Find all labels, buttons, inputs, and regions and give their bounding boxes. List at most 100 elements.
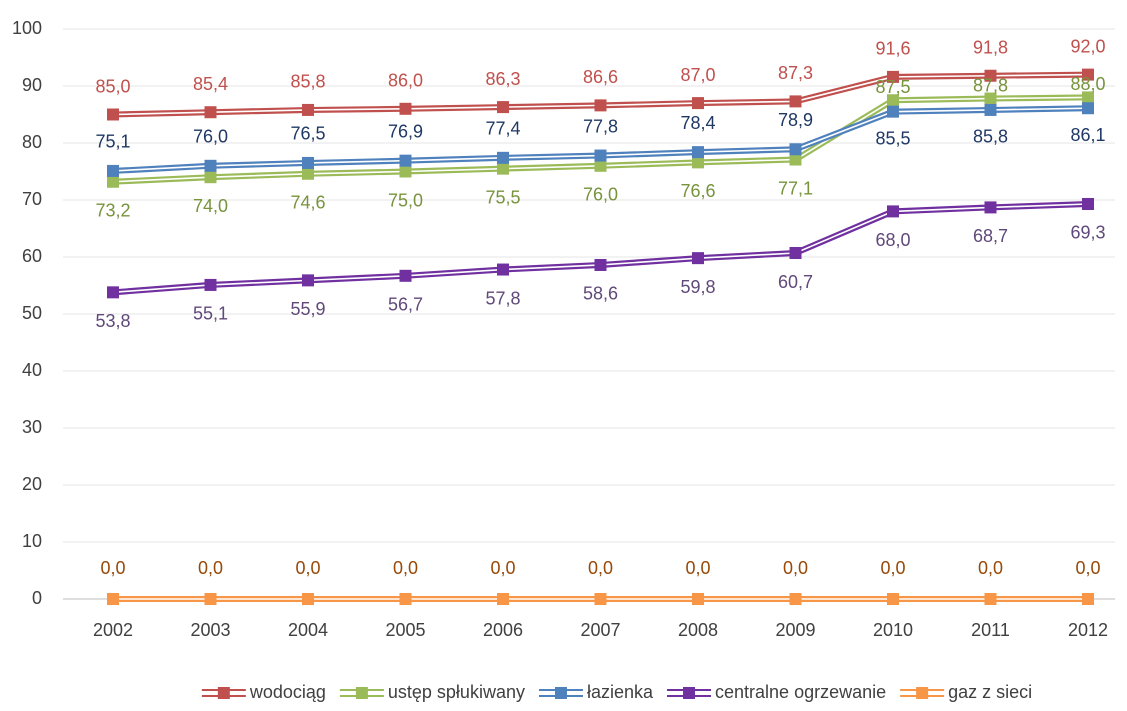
marker [887, 593, 899, 605]
data-label: 75,1 [95, 132, 130, 152]
data-label: 57,8 [485, 288, 520, 308]
data-label: 91,6 [875, 39, 910, 59]
data-label: 59,8 [680, 277, 715, 297]
y-tick-label: 70 [22, 189, 42, 209]
marker [594, 99, 607, 112]
x-tick-label: 2002 [93, 620, 133, 640]
data-label: 74,6 [290, 193, 325, 213]
data-label: 85,8 [290, 72, 325, 92]
data-label: 76,5 [290, 124, 325, 144]
marker [887, 105, 899, 118]
data-label: 0,0 [198, 558, 223, 578]
y-tick-label: 80 [22, 132, 42, 152]
x-tick-label: 2004 [288, 620, 328, 640]
data-label: 0,0 [880, 558, 905, 578]
data-label: 85,4 [193, 74, 228, 94]
x-tick-label: 2012 [1068, 620, 1108, 640]
legend-label: ustęp spłukiwany [388, 682, 525, 702]
marker [984, 593, 997, 605]
legend-label: gaz z sieci [948, 682, 1032, 702]
data-label: 58,6 [583, 284, 618, 304]
y-tick-label: 30 [22, 417, 42, 437]
y-tick-label: 0 [32, 588, 42, 608]
data-label: 86,3 [485, 69, 520, 89]
marker [692, 97, 704, 110]
marker [789, 153, 802, 166]
data-label: 56,7 [388, 295, 423, 315]
data-label: 0,0 [685, 558, 710, 578]
marker [594, 258, 607, 271]
y-tick-label: 40 [22, 360, 42, 380]
marker [789, 593, 802, 605]
data-label: 87,3 [778, 63, 813, 83]
data-label: 78,9 [778, 110, 813, 130]
marker [789, 95, 802, 108]
marker [1082, 197, 1094, 210]
legend-marker [217, 687, 230, 699]
marker [984, 201, 997, 214]
y-tick-label: 100 [12, 18, 42, 38]
marker [204, 106, 217, 119]
data-label: 0,0 [1075, 558, 1100, 578]
marker [399, 102, 412, 115]
y-tick-label: 50 [22, 303, 42, 323]
x-tick-label: 2008 [678, 620, 718, 640]
series-line [112, 200, 1089, 296]
y-tick-label: 90 [22, 75, 42, 95]
data-label: 0,0 [588, 558, 613, 578]
marker [497, 101, 509, 114]
marker [107, 593, 119, 605]
y-tick-label: 10 [22, 531, 42, 551]
data-label: 76,0 [193, 127, 228, 147]
marker [692, 146, 704, 159]
marker [497, 151, 509, 164]
data-label: 0,0 [490, 558, 515, 578]
data-label: 60,7 [778, 272, 813, 292]
legend-label: wodociąg [249, 682, 326, 702]
legend: wodociąg ustęp spłukiwany łazienka centraln… [201, 682, 1032, 702]
data-label: 86,6 [583, 67, 618, 87]
data-label: 0,0 [393, 558, 418, 578]
data-label: 85,8 [973, 127, 1008, 147]
marker [302, 167, 314, 180]
x-tick-label: 2005 [385, 620, 425, 640]
series-line-inner [112, 203, 1089, 294]
legend-marker [554, 687, 567, 699]
data-label: 0,0 [978, 558, 1003, 578]
marker [399, 165, 412, 178]
marker [1082, 91, 1094, 104]
legend-marker [683, 687, 696, 699]
marker [789, 247, 802, 260]
data-label: 87,8 [973, 75, 1008, 95]
marker [594, 159, 607, 172]
marker [1082, 68, 1094, 81]
marker [302, 156, 314, 169]
marker [107, 164, 119, 177]
data-label: 86,1 [1070, 125, 1105, 145]
x-tick-label: 2006 [483, 620, 523, 640]
data-label: 0,0 [100, 558, 125, 578]
data-label: 55,9 [290, 299, 325, 319]
marker [887, 70, 899, 83]
marker [399, 269, 412, 282]
data-label: 87,0 [680, 65, 715, 85]
legend-marker [355, 687, 368, 699]
data-label: 68,7 [973, 226, 1008, 246]
marker [1082, 102, 1094, 115]
marker [984, 92, 997, 105]
marker [887, 94, 899, 107]
data-label: 85,5 [875, 128, 910, 148]
marker [1082, 593, 1094, 605]
data-label: 76,9 [388, 121, 423, 141]
data-label: 53,8 [95, 311, 130, 331]
data-label: 55,1 [193, 304, 228, 324]
data-label: 85,0 [95, 76, 130, 96]
data-label: 77,8 [583, 116, 618, 136]
marker [887, 205, 899, 218]
marker [302, 593, 314, 605]
data-label: 76,6 [680, 181, 715, 201]
marker [594, 149, 607, 162]
data-label: 77,1 [778, 178, 813, 198]
marker [789, 143, 802, 156]
